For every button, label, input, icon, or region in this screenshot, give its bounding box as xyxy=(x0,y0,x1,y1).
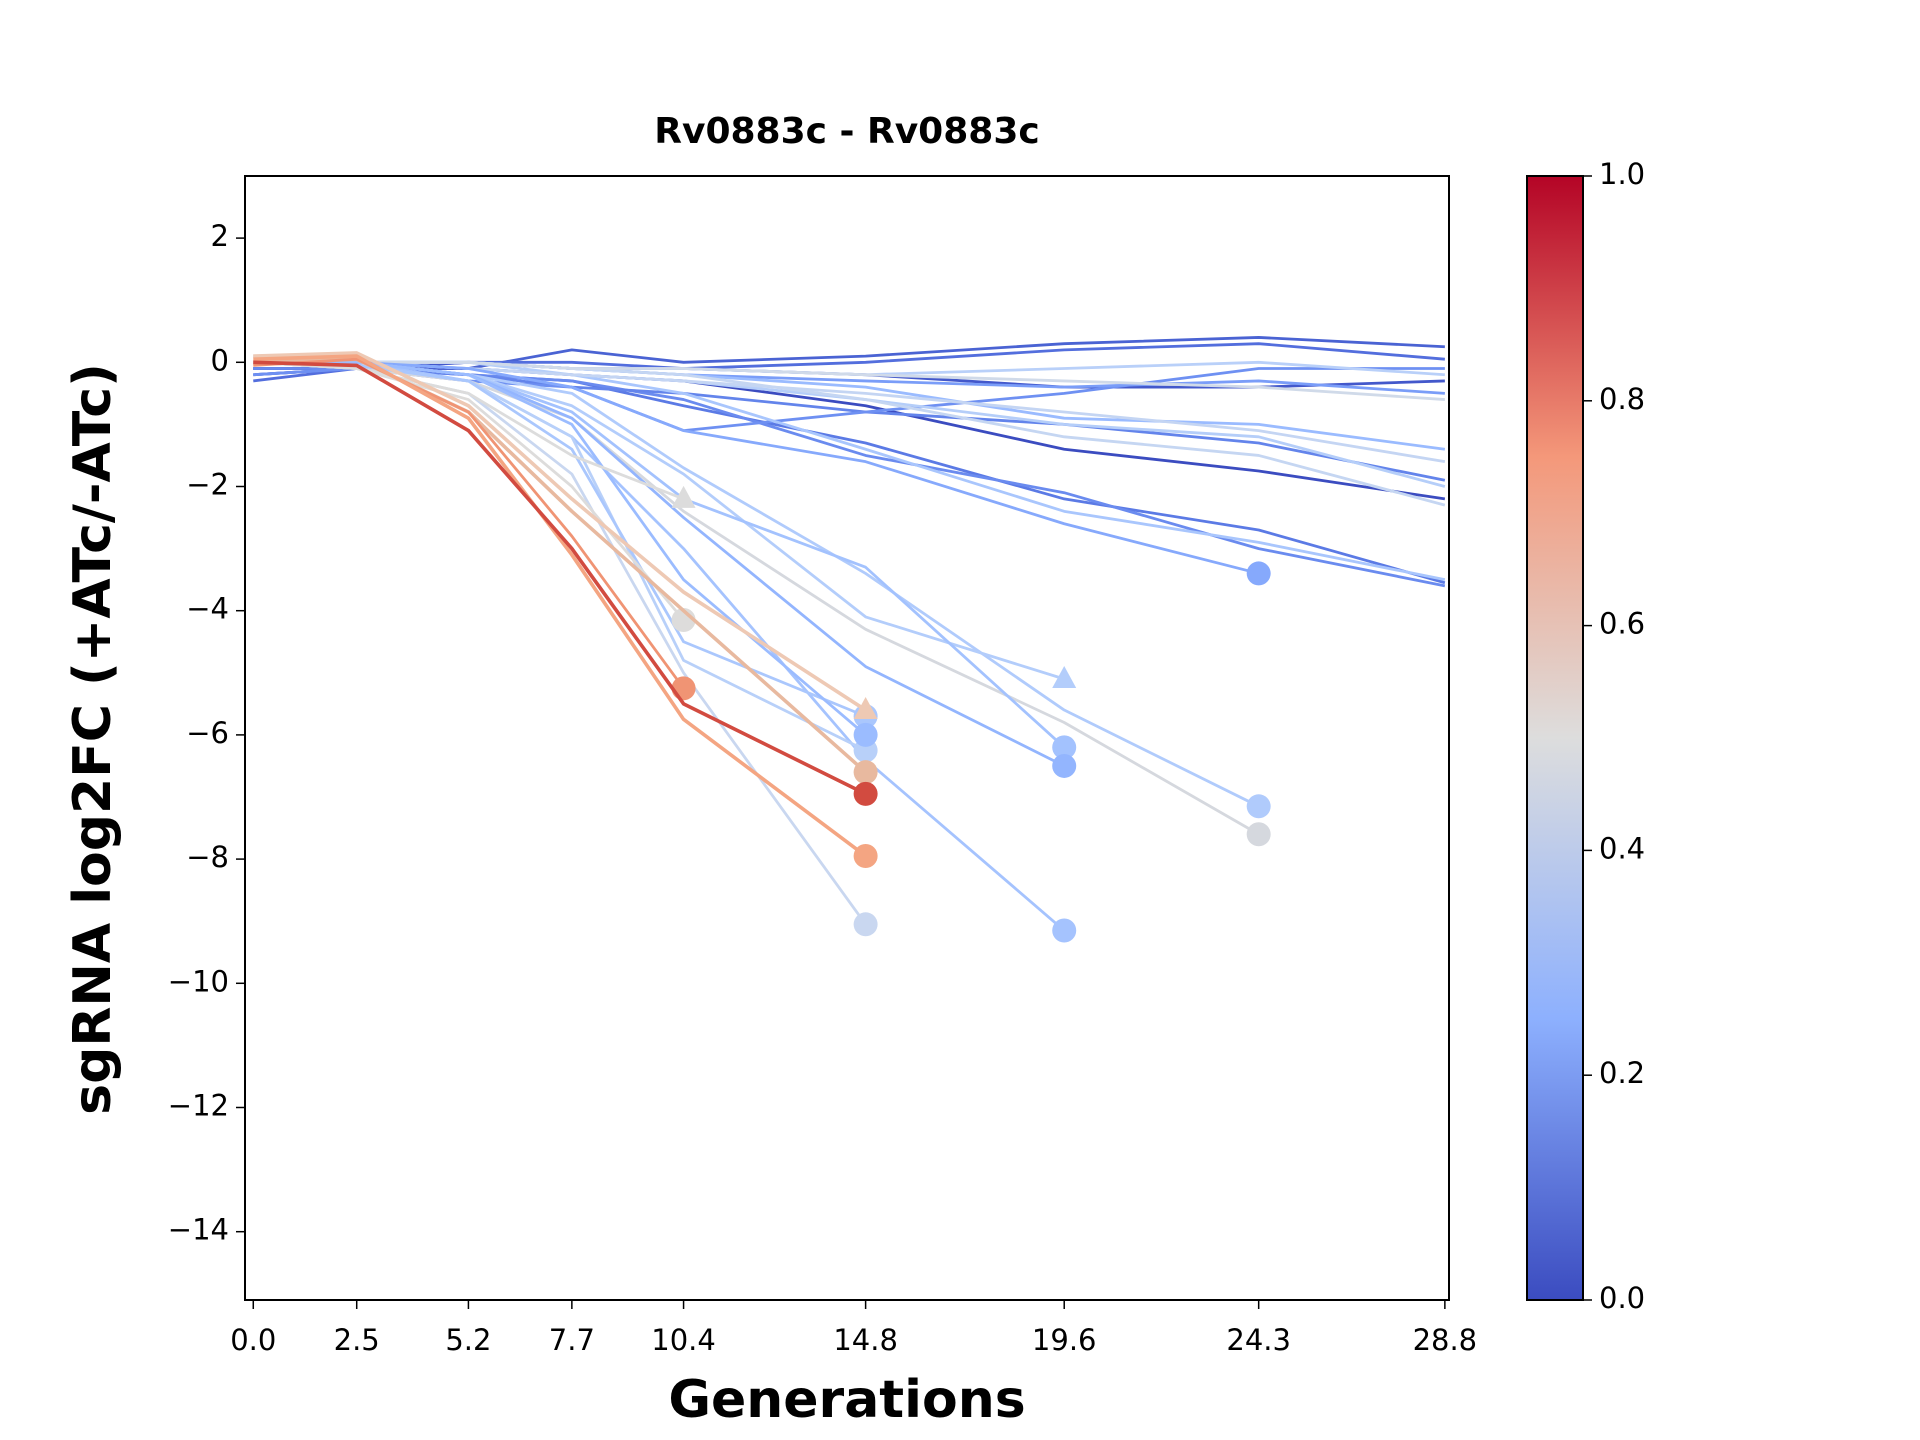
x-tick-label: 28.8 xyxy=(1413,1323,1478,1357)
end-marker xyxy=(1246,822,1271,847)
end-marker xyxy=(1052,666,1077,689)
end-marker xyxy=(853,722,878,747)
end-marker xyxy=(853,760,878,785)
y-tick-label: −12 xyxy=(168,1088,229,1122)
x-tick-label: 2.5 xyxy=(334,1323,380,1357)
end-marker xyxy=(853,843,878,868)
y-tick-label: −10 xyxy=(168,964,229,998)
colorbar-tick-label: 0.2 xyxy=(1599,1056,1645,1090)
x-axis-label: Generations xyxy=(668,1370,1025,1430)
end-marker xyxy=(1052,735,1077,760)
y-tick-label: −2 xyxy=(186,467,229,501)
x-tick-label: 19.6 xyxy=(1032,1323,1097,1357)
series-line xyxy=(253,354,1445,401)
series-line xyxy=(253,360,1066,932)
y-tick-label: −8 xyxy=(186,840,229,874)
x-tick-label: 14.8 xyxy=(833,1323,898,1357)
x-tick-label: 10.4 xyxy=(651,1323,716,1357)
series-line xyxy=(253,357,685,690)
series-line xyxy=(253,360,867,796)
chart-title: Rv0883c - Rv0883c xyxy=(654,111,1039,152)
end-marker xyxy=(1246,561,1271,586)
colorbar-tick-label: 0.6 xyxy=(1599,607,1645,641)
end-marker xyxy=(853,912,878,937)
y-tick-label: −4 xyxy=(186,592,229,626)
end-marker xyxy=(1052,918,1077,943)
end-marker xyxy=(671,676,696,701)
colorbar-tick-label: 0.4 xyxy=(1599,831,1645,865)
series-line xyxy=(253,367,1446,588)
x-tick-label: 0.0 xyxy=(230,1323,276,1357)
end-marker xyxy=(1052,753,1077,778)
series-line xyxy=(253,354,867,858)
series-line xyxy=(253,360,867,736)
x-tick-label: 7.7 xyxy=(549,1323,595,1357)
x-tick-label: 24.3 xyxy=(1226,1323,1291,1357)
y-tick-label: −6 xyxy=(186,716,229,750)
end-marker xyxy=(1246,794,1271,819)
end-marker xyxy=(853,781,878,806)
y-tick-label: 0 xyxy=(211,343,229,377)
series-line xyxy=(253,360,1260,836)
plot-frame xyxy=(244,175,1450,1301)
y-tick-label: 2 xyxy=(211,219,229,253)
series-line xyxy=(253,351,867,712)
end-marker xyxy=(853,697,878,720)
colorbar xyxy=(1526,175,1584,1301)
colorbar-tick-label: 1.0 xyxy=(1599,157,1645,191)
y-tick-label: −14 xyxy=(168,1213,229,1247)
end-marker xyxy=(671,485,696,508)
y-axis-label: sgRNA log2FC (+ATc/-ATc) xyxy=(63,363,123,1115)
colorbar-tick-label: 0.0 xyxy=(1599,1281,1645,1315)
colorbar-tick-label: 0.8 xyxy=(1599,382,1645,416)
x-tick-label: 5.2 xyxy=(445,1323,491,1357)
